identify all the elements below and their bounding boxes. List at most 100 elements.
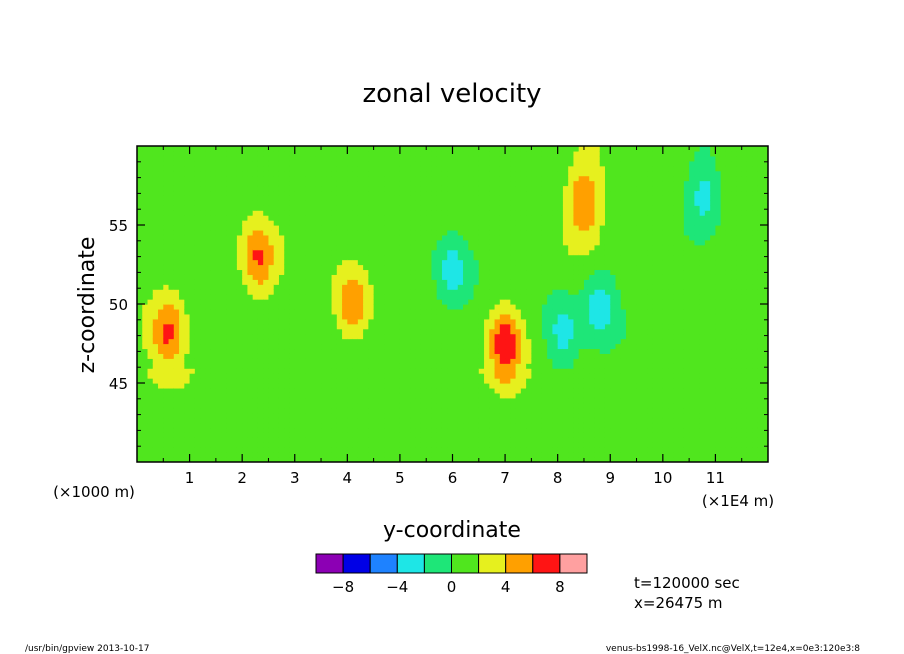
field-cell <box>415 328 422 335</box>
field-cell <box>494 229 501 236</box>
field-cell <box>515 397 522 404</box>
field-cell <box>278 304 285 310</box>
field-cell <box>499 299 506 305</box>
field-cell <box>200 358 206 364</box>
field-cell <box>221 313 227 320</box>
field-cell <box>179 190 185 196</box>
field-cell <box>489 170 496 177</box>
field-cell <box>484 146 490 152</box>
field-cell <box>484 234 490 241</box>
field-cell <box>236 333 243 340</box>
field-cell <box>336 328 343 335</box>
field-cell <box>415 368 422 374</box>
field-cell <box>315 338 322 345</box>
field-cell <box>158 343 164 350</box>
field-cell <box>541 452 548 458</box>
field-cell <box>231 249 238 256</box>
field-cell <box>541 437 548 443</box>
field-cell <box>152 378 159 384</box>
field-cell <box>415 160 422 167</box>
field-cell <box>205 205 212 211</box>
field-cell <box>252 200 259 206</box>
field-cell <box>189 392 196 399</box>
field-cell <box>463 378 469 384</box>
field-cell <box>489 259 496 266</box>
field-cell <box>305 378 312 384</box>
field-cell <box>163 392 170 399</box>
field-cell <box>389 422 396 429</box>
field-cell <box>484 304 490 310</box>
field-cell <box>294 215 301 221</box>
field-cell <box>363 146 369 152</box>
field-cell <box>331 308 338 315</box>
field-cell <box>347 264 354 271</box>
field-cell <box>373 407 380 414</box>
field-cell <box>468 358 475 364</box>
field-cell <box>342 417 348 424</box>
field-cell <box>226 210 233 216</box>
field-cell <box>179 363 185 369</box>
field-cell <box>384 407 390 414</box>
field-cell <box>489 195 496 201</box>
field-cell <box>163 279 170 285</box>
field-cell <box>194 338 201 345</box>
field-cell <box>189 417 196 424</box>
field-cell <box>415 378 422 384</box>
field-cell <box>515 289 522 295</box>
field-cell <box>221 412 227 419</box>
field-cell <box>210 185 217 192</box>
field-cell <box>268 299 275 305</box>
field-cell <box>321 402 327 409</box>
field-cell <box>484 373 490 379</box>
field-cell <box>526 437 532 443</box>
field-cell <box>352 373 359 379</box>
field-cell <box>384 333 390 340</box>
field-cell <box>284 333 291 340</box>
field-cell <box>536 225 543 231</box>
field-cell <box>405 412 412 419</box>
field-cell <box>173 417 180 424</box>
field-cell <box>152 422 159 429</box>
field-cell <box>368 442 375 448</box>
field-cell <box>194 165 201 172</box>
field-cell <box>236 447 243 453</box>
field-cell <box>268 348 275 354</box>
field-cell <box>326 407 333 414</box>
field-cell <box>173 269 180 275</box>
field-cell <box>499 407 506 414</box>
field-cell <box>484 185 490 192</box>
field-cell <box>263 407 270 414</box>
field-cell <box>368 220 375 226</box>
field-cell <box>473 269 480 275</box>
field-cell <box>326 457 333 462</box>
field-cell <box>415 205 422 211</box>
field-cell <box>305 284 312 290</box>
field-cell <box>305 195 312 201</box>
field-cell <box>210 170 217 177</box>
field-cell <box>168 229 175 236</box>
field-cell <box>152 220 159 226</box>
field-cell <box>510 195 517 201</box>
field-cell <box>505 348 511 354</box>
field-cell <box>158 264 164 271</box>
field-cell <box>489 284 496 290</box>
field-cell <box>384 412 390 419</box>
field-cell <box>236 343 243 350</box>
field-cell <box>336 200 343 206</box>
field-cell <box>357 294 364 300</box>
field-cell <box>173 200 180 206</box>
field-cell <box>163 234 170 241</box>
field-cell <box>300 150 306 157</box>
field-cell <box>305 353 312 359</box>
field-cell <box>399 185 406 192</box>
field-cell <box>531 269 538 275</box>
field-cell <box>515 417 522 424</box>
field-cell <box>526 249 532 256</box>
field-cell <box>310 205 317 211</box>
field-cell <box>468 412 475 419</box>
field-cell <box>236 229 243 236</box>
field-cell <box>305 437 312 443</box>
field-cell <box>368 333 375 340</box>
field-cell <box>510 313 517 320</box>
field-cell <box>168 308 175 315</box>
